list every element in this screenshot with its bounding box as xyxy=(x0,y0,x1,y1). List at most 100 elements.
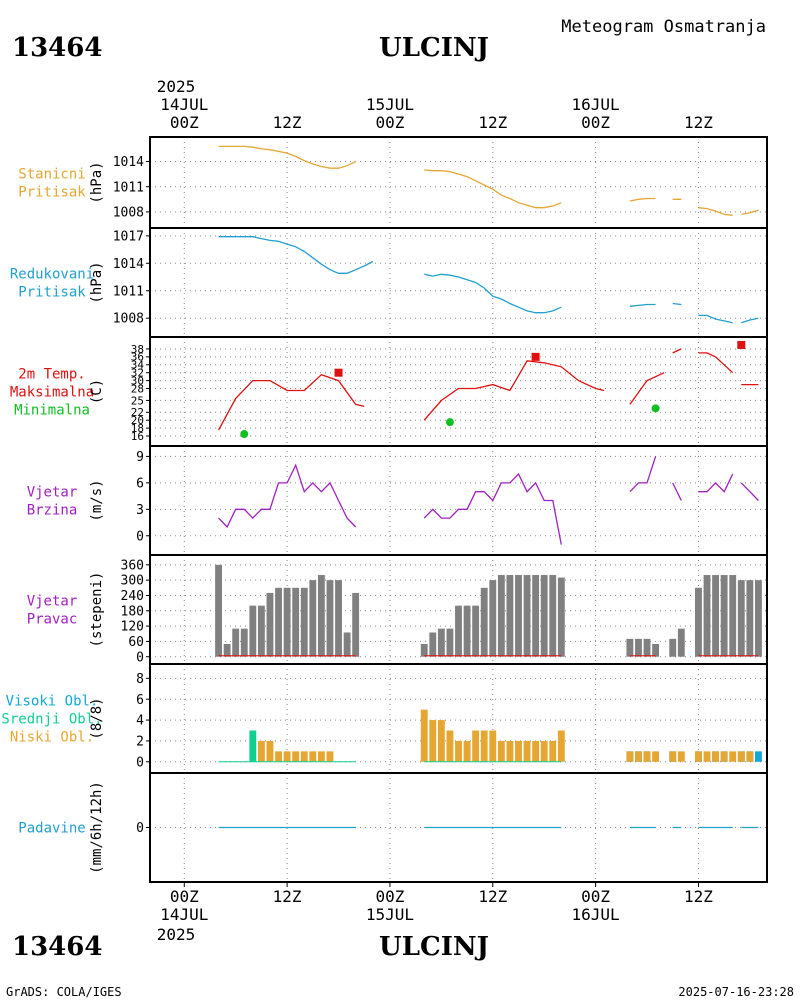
bar-clouds xyxy=(275,751,282,762)
y-tick-label: 6 xyxy=(136,476,144,491)
y-tick-label: 36 xyxy=(131,351,144,364)
bar-wind-direction xyxy=(755,580,762,657)
bar-clouds xyxy=(292,751,300,762)
bar-clouds xyxy=(755,751,762,762)
bar-clouds xyxy=(437,720,445,762)
panel-label-wind-speed: Brzina xyxy=(27,503,78,519)
y-tick-label: 120 xyxy=(121,620,144,635)
panel-unit-clouds: (8/8) xyxy=(89,697,105,739)
series-line-reduced-pressure xyxy=(218,236,759,324)
bar-wind-direction xyxy=(729,575,737,657)
bar-wind-direction xyxy=(429,632,437,657)
bar-wind-direction xyxy=(515,575,522,657)
panel-label-clouds: Visoki Obl. xyxy=(6,694,99,710)
bar-wind-direction xyxy=(677,628,685,657)
bar-clouds xyxy=(532,740,540,762)
bar-wind-direction xyxy=(223,643,231,657)
bar-clouds xyxy=(695,751,702,762)
station-id-top: 13464 xyxy=(12,33,102,63)
bar-clouds xyxy=(257,740,265,762)
bar-wind-direction xyxy=(283,587,291,657)
bar-wind-direction xyxy=(446,628,454,657)
y-tick-label: 8 xyxy=(136,672,144,687)
bar-wind-direction xyxy=(506,575,514,657)
bar-wind-direction xyxy=(652,643,660,657)
footer-credit: GrADS: COLA/IGES xyxy=(6,985,122,999)
panel-label-clouds: Srednji Obl. xyxy=(1,712,102,728)
tmax-marker xyxy=(334,368,343,377)
panel-label-precipitation: Padavine xyxy=(18,821,85,837)
panel-label-temperature: 2m Temp. xyxy=(18,367,85,383)
tmax-marker xyxy=(531,352,540,361)
y-tick-label: 60 xyxy=(128,635,144,650)
y-tick-label: 1011 xyxy=(113,284,144,299)
bar-clouds xyxy=(309,751,317,762)
bar-wind-direction xyxy=(317,575,325,657)
bar-wind-direction xyxy=(695,587,702,657)
y-tick-label: 1017 xyxy=(113,229,144,244)
bar-clouds xyxy=(746,751,754,762)
x-tick-hour-top: 12Z xyxy=(684,113,713,132)
panel-label-reduced-pressure: Pritisak xyxy=(18,285,86,301)
bar-clouds xyxy=(703,751,711,762)
panel-label-wind-direction: Pravac xyxy=(27,612,78,628)
panel-label-wind-direction: Vjetar xyxy=(27,594,78,610)
y-tick-label: 3 xyxy=(136,503,144,518)
bar-wind-direction xyxy=(549,575,557,657)
y-tick-label: 28 xyxy=(131,382,144,395)
series-line-wind-speed xyxy=(218,456,759,545)
bar-wind-direction xyxy=(275,587,282,657)
y-tick-label: 240 xyxy=(121,589,144,604)
y-tick-label: 1008 xyxy=(113,312,144,327)
panel-label-temperature: Maksimalna xyxy=(10,385,94,401)
y-tick-label: 1008 xyxy=(113,205,144,220)
y-tick-label: 0 xyxy=(136,821,144,836)
y-tick-label: 30 xyxy=(131,374,144,387)
y-tick-label: 1014 xyxy=(113,155,144,170)
bar-clouds xyxy=(300,751,308,762)
bar-wind-direction xyxy=(720,575,728,657)
bar-wind-direction xyxy=(626,638,634,657)
x-tick-hour-top: 00Z xyxy=(581,113,610,132)
bar-wind-direction xyxy=(523,575,531,657)
x-tick-hour-bottom: 00Z xyxy=(170,887,199,906)
panel-label-wind-speed: Vjetar xyxy=(27,485,78,501)
tmax-marker xyxy=(737,340,746,349)
x-tick-date-bottom: 14JUL xyxy=(160,905,208,924)
bar-clouds xyxy=(472,730,480,762)
panel-unit-wind-direction: (stepeni) xyxy=(89,572,105,648)
bar-clouds xyxy=(677,751,685,762)
bar-wind-direction xyxy=(249,605,257,657)
y-tick-label: 18 xyxy=(131,422,144,435)
year-bottom: 2025 xyxy=(157,925,196,944)
bar-clouds xyxy=(626,751,634,762)
x-tick-date-bottom: 15JUL xyxy=(366,905,414,924)
panel-unit-wind-speed: (m/s) xyxy=(89,479,105,521)
panel-unit-precipitation: (mm/6h/12h) xyxy=(89,781,105,874)
x-tick-hour-bottom: 12Z xyxy=(273,887,302,906)
panel-unit-temperature: (C) xyxy=(89,379,105,404)
panel-frame-precipitation xyxy=(149,772,768,883)
bar-clouds xyxy=(283,751,291,762)
tmin-marker xyxy=(445,418,454,427)
bar-wind-direction xyxy=(257,605,265,657)
y-tick-label: 0 xyxy=(136,650,144,665)
y-tick-label: 38 xyxy=(131,343,144,356)
y-tick-label: 360 xyxy=(121,558,144,573)
x-tick-hour-bottom: 00Z xyxy=(581,887,610,906)
bar-clouds xyxy=(549,740,557,762)
bar-wind-direction xyxy=(326,580,334,657)
y-tick-label: 180 xyxy=(121,604,144,619)
y-tick-label: 2 xyxy=(136,734,144,749)
bar-wind-direction xyxy=(335,580,342,657)
panel-unit-reduced-pressure: (hPa) xyxy=(89,261,105,303)
x-tick-hour-top: 00Z xyxy=(375,113,404,132)
bar-clouds xyxy=(480,730,488,762)
bar-wind-direction xyxy=(437,628,445,657)
bar-wind-direction xyxy=(352,592,360,657)
bar-clouds xyxy=(652,751,660,762)
x-tick-hour-bottom: 12Z xyxy=(478,887,507,906)
bar-clouds xyxy=(523,740,531,762)
y-tick-label: 4 xyxy=(136,714,144,729)
